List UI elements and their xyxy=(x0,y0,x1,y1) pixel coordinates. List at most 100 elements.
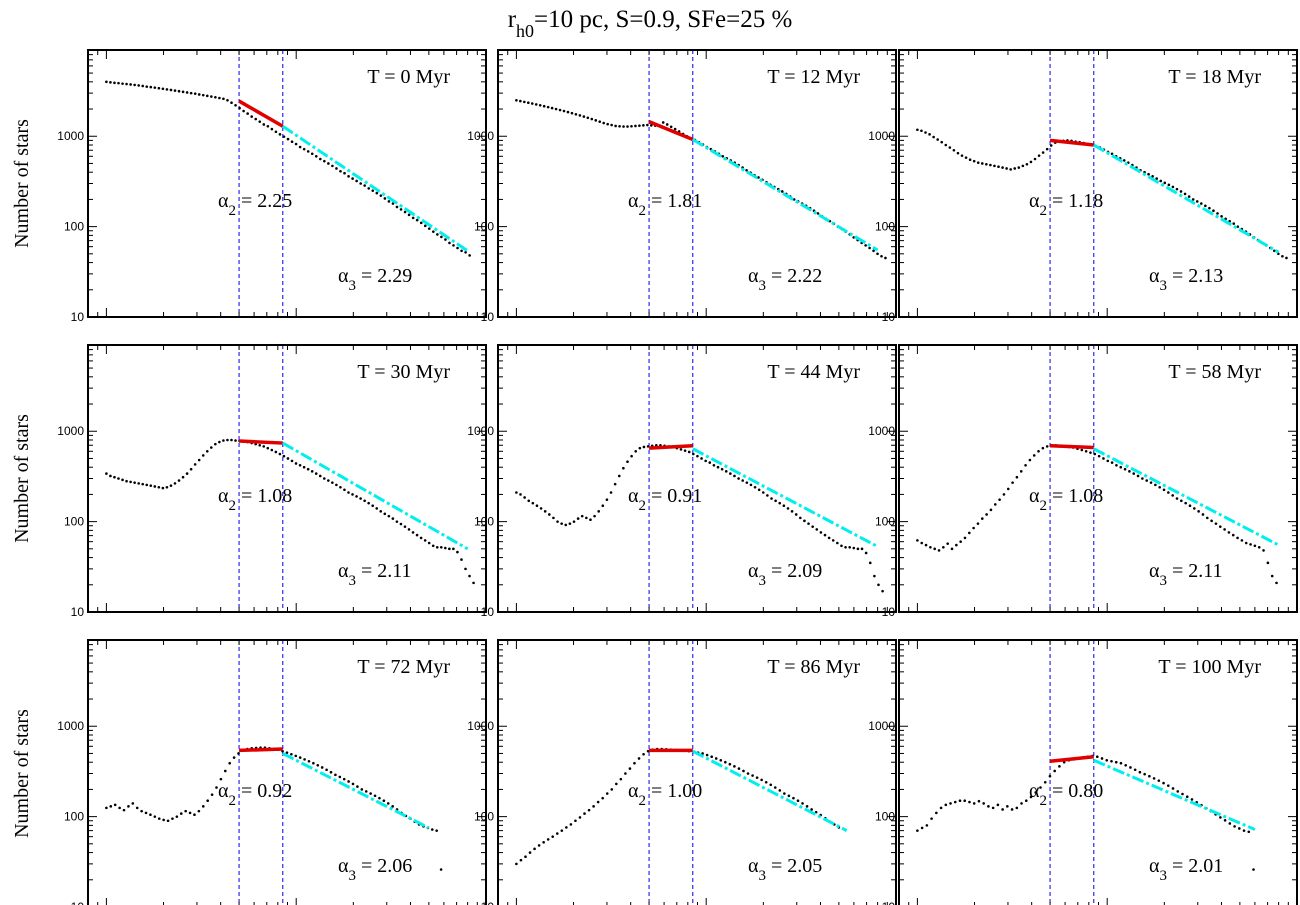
data-point xyxy=(721,154,725,158)
data-point xyxy=(880,254,883,258)
data-point xyxy=(592,805,595,808)
data-point xyxy=(407,528,411,531)
data-point xyxy=(1033,157,1037,161)
data-point xyxy=(982,802,985,805)
y-tick-label: 1000 xyxy=(467,719,494,733)
data-point xyxy=(590,117,594,121)
data-point xyxy=(646,445,650,448)
data-point xyxy=(161,486,165,490)
data-point xyxy=(634,449,638,453)
data-point xyxy=(290,459,294,463)
data-point xyxy=(936,138,939,141)
data-point xyxy=(285,751,289,754)
data-point xyxy=(868,246,871,250)
data-point xyxy=(601,796,604,800)
data-point xyxy=(302,147,306,151)
data-point xyxy=(985,513,988,516)
data-point xyxy=(411,531,415,534)
data-point xyxy=(613,482,617,486)
data-point xyxy=(976,522,980,525)
time-label: T = 18 Myr xyxy=(1168,66,1261,88)
alpha3-label: α3 = 2.05 xyxy=(748,855,822,884)
data-point xyxy=(626,460,629,464)
data-point xyxy=(403,210,407,214)
data-point xyxy=(351,177,354,180)
data-point xyxy=(316,763,320,767)
data-point xyxy=(282,454,286,458)
data-point xyxy=(258,120,262,123)
data-point xyxy=(1017,166,1021,169)
data-point xyxy=(864,244,867,247)
data-point xyxy=(338,775,342,779)
data-point xyxy=(171,817,174,820)
data-point xyxy=(254,117,258,121)
data-point xyxy=(1105,758,1109,762)
data-point xyxy=(310,152,314,156)
data-point xyxy=(877,583,880,587)
data-point xyxy=(993,164,996,168)
y-tick-label: 10 xyxy=(481,605,495,619)
data-point xyxy=(1151,175,1154,178)
data-point xyxy=(646,749,650,753)
data-point xyxy=(460,249,463,253)
data-point xyxy=(568,522,572,525)
panel-grid: 10 100 1000 Number of stars T = 0 Myr α2 = 2.… xyxy=(11,49,1298,905)
data-point xyxy=(197,93,201,96)
plot-frame xyxy=(497,49,897,318)
data-point xyxy=(610,123,613,127)
data-point xyxy=(327,479,330,482)
data-point xyxy=(121,82,124,85)
data-point xyxy=(435,829,438,832)
alpha3-fit-line xyxy=(692,138,879,252)
data-point xyxy=(778,789,782,792)
data-point xyxy=(949,802,952,805)
data-point xyxy=(916,128,919,132)
data-point xyxy=(790,510,794,513)
data-point xyxy=(144,811,148,815)
data-point xyxy=(587,808,591,812)
data-point xyxy=(109,474,112,478)
data-point xyxy=(589,518,592,522)
data-point xyxy=(708,461,712,464)
data-point xyxy=(864,551,868,555)
data-point xyxy=(1157,779,1161,782)
data-point xyxy=(996,803,1000,807)
data-point xyxy=(542,104,546,108)
data-point xyxy=(351,493,354,496)
data-point xyxy=(576,517,580,520)
y-tick-label: 10 xyxy=(882,310,896,324)
data-point xyxy=(916,539,919,542)
data-point xyxy=(840,544,843,548)
data-point xyxy=(431,544,435,548)
data-point xyxy=(526,101,530,105)
panel-2: 10 100 1000 T = 12 Myr α2 = 1.81 α3 = 2.22 xyxy=(467,49,897,324)
data-point xyxy=(968,158,972,162)
data-point xyxy=(1162,488,1166,492)
data-point xyxy=(415,533,419,537)
data-point xyxy=(737,767,741,770)
data-point xyxy=(972,159,976,163)
y-tick-label: 10 xyxy=(481,310,495,324)
alpha3-fit-line xyxy=(281,125,469,253)
data-point xyxy=(753,485,757,489)
data-point xyxy=(468,254,471,257)
time-label: T = 12 Myr xyxy=(767,66,860,88)
data-point xyxy=(135,806,139,810)
data-point xyxy=(550,106,554,110)
data-point xyxy=(729,472,732,475)
plot-frame xyxy=(898,49,1298,318)
data-point xyxy=(387,514,391,518)
data-point xyxy=(472,581,475,585)
data-point xyxy=(997,165,1000,169)
data-point xyxy=(977,799,981,803)
data-point xyxy=(673,127,677,131)
data-point xyxy=(391,517,395,520)
data-point xyxy=(432,230,435,233)
data-point xyxy=(535,504,539,508)
alpha2-fit-line xyxy=(648,444,693,450)
alpha2-label: α2 = 0.80 xyxy=(1029,780,1103,809)
data-point xyxy=(423,539,427,542)
data-point xyxy=(852,546,856,550)
data-point xyxy=(601,504,605,508)
data-point xyxy=(1154,483,1157,487)
